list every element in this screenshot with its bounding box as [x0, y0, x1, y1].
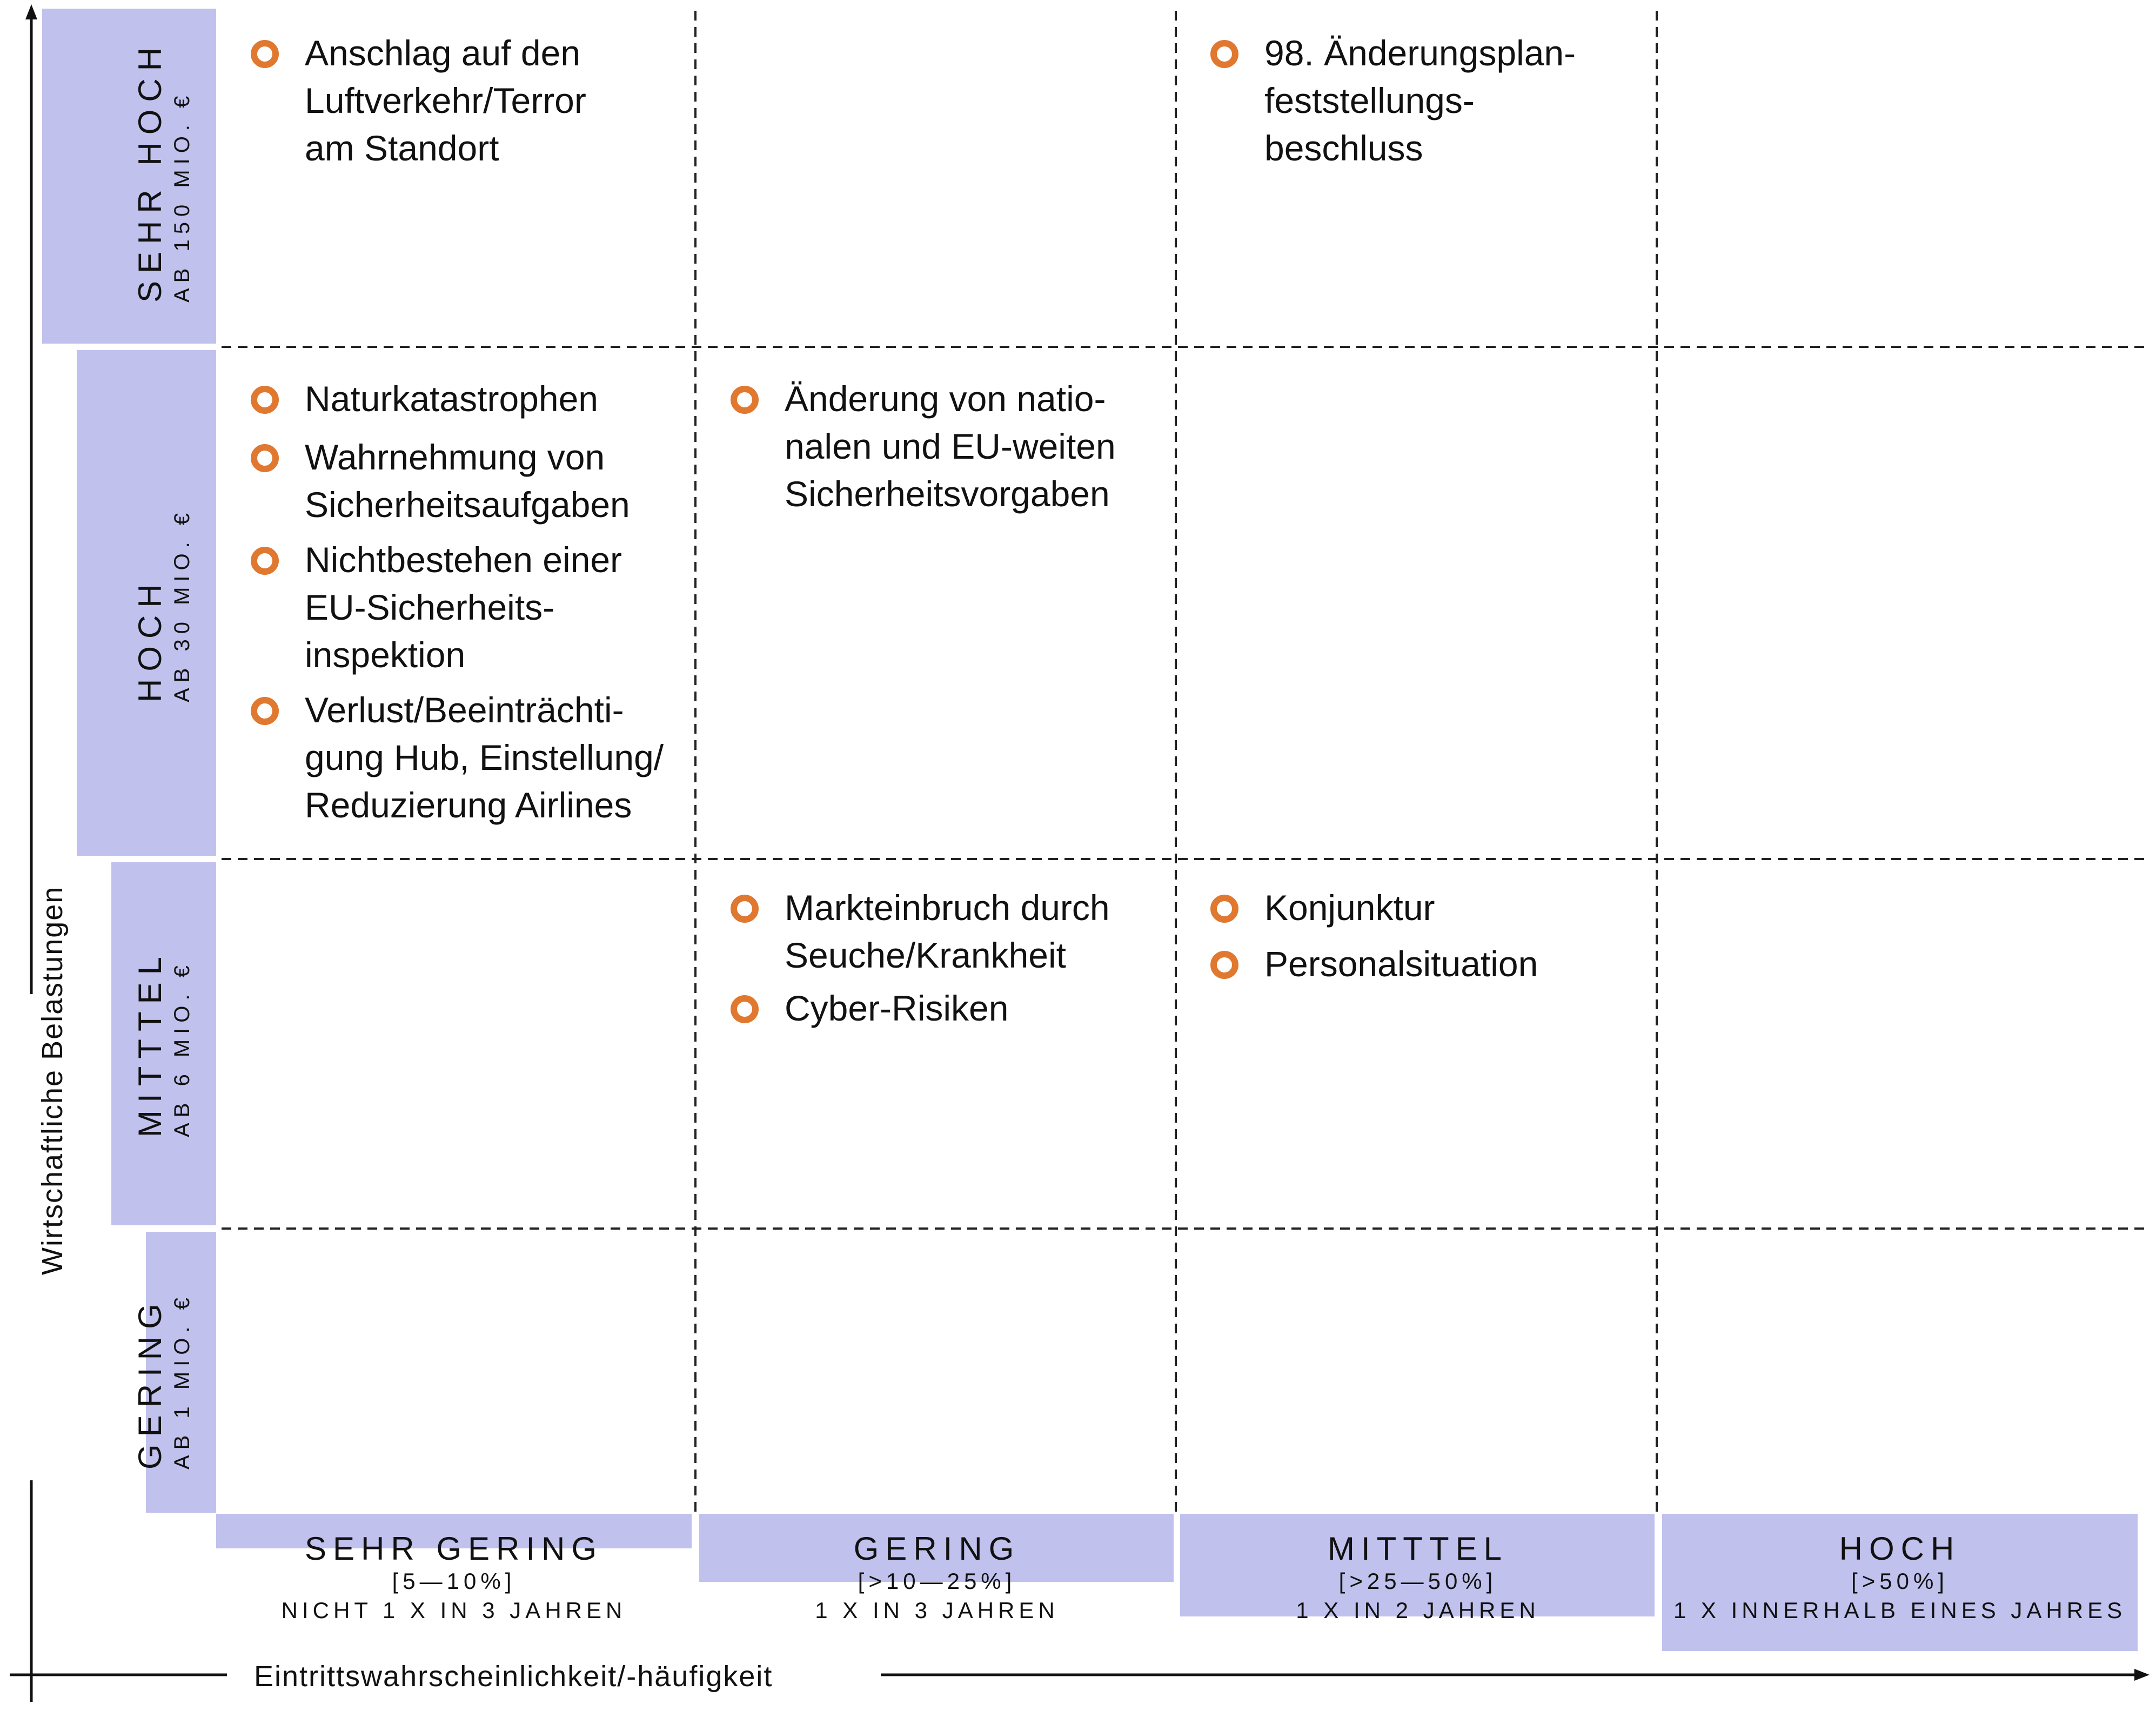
risk-label: Personalsituation — [1264, 944, 1538, 984]
x-level-bar-hoch — [1662, 1514, 2138, 1651]
y-level-name: HOCH — [132, 576, 168, 702]
x-axis-arrow-icon — [2134, 1669, 2150, 1681]
y-level-bar-gering — [146, 1232, 216, 1513]
y-level-name: GERING — [132, 1296, 168, 1470]
y-level-bar-sehr-hoch — [42, 9, 216, 344]
y-level-label-gering: GERING AB 1 MIO. € — [132, 1292, 196, 1470]
y-level-threshold: AB 1 MIO. € — [170, 1292, 194, 1470]
x-level-bar-gering — [699, 1514, 1174, 1582]
y-level-threshold: AB 30 MIO. € — [170, 507, 194, 702]
risk-bullet-icon — [251, 444, 279, 472]
risk-label: Wahrnehmung von Sicherheitsaufgaben — [305, 437, 630, 525]
risk-label: Änderung von natio- nalen und EU-weiten … — [785, 379, 1116, 514]
grid-vertical-lines — [694, 11, 1658, 1513]
risk-bullet-icon — [1210, 951, 1238, 979]
y-level-name: MITTTEL — [132, 949, 168, 1137]
x-level-bar-sehr-gering — [216, 1514, 692, 1548]
x-level-label-hoch: HOCH [>50%] 1 X INNERHALB EINES JAHRES — [1662, 1531, 2138, 1625]
y-level-bar-hoch — [77, 350, 216, 856]
grid-horizontal-lines — [222, 346, 2146, 1230]
risk-label: Verlust/Beeinträchti- gung Hub, Einstell… — [305, 690, 664, 825]
x-level-frequency: 1 X IN 2 JAHREN — [1296, 1598, 1540, 1623]
risk-bullet-icon — [731, 895, 759, 923]
y-level-threshold: AB 150 MIO. € — [170, 90, 194, 303]
x-level-label-mittel: MITTTEL [>25—50%] 1 X IN 2 JAHREN — [1180, 1531, 1656, 1625]
axes — [10, 4, 2150, 1702]
risk-label: 98. Änderungsplan- feststellungs- beschl… — [1264, 33, 1576, 168]
x-level-frequency: 1 X INNERHALB EINES JAHRES — [1673, 1598, 2127, 1623]
x-level-name: MITTTEL — [1328, 1531, 1508, 1567]
x-level-label-sehr-gering: SEHR GERING [5—10%] NICHT 1 X IN 3 JAHRE… — [216, 1531, 692, 1625]
y-axis-arrow-icon — [25, 4, 37, 19]
risk-bullet-icon — [731, 995, 759, 1023]
risk-label: Nichtbestehen einer EU-Sicherheits- insp… — [305, 540, 622, 675]
risk-bullet-icon — [251, 40, 279, 68]
risk-bullet-icon — [251, 547, 279, 575]
risk-bullet-icon — [1210, 40, 1238, 68]
y-level-bar-mittel — [111, 862, 216, 1225]
x-level-frequency: NICHT 1 X IN 3 JAHREN — [281, 1598, 627, 1623]
risk-bullet-icon — [731, 386, 759, 414]
x-level-range: [>25—50%] — [1338, 1568, 1497, 1594]
y-axis-title: Wirtschaftliche Belastungen — [36, 885, 69, 1275]
risk-bullet-icon — [251, 697, 279, 725]
risk-bullet-icon — [251, 386, 279, 414]
x-axis-title: Eintrittswahrscheinlichkeit/-häufigkeit — [254, 1660, 773, 1693]
x-level-range: [5—10%] — [392, 1568, 516, 1594]
x-level-name: GERING — [853, 1531, 1021, 1567]
x-level-frequency: 1 X IN 3 JAHREN — [815, 1598, 1059, 1623]
x-level-range: [>50%] — [1851, 1568, 1949, 1594]
risk-label: Markteinbruch durch Seuche/Krankheit — [785, 888, 1110, 975]
risk-label: Konjunktur — [1264, 888, 1435, 928]
y-level-label-sehr-hoch: SEHR HOCH AB 150 MIO. € — [132, 40, 196, 303]
x-level-name: HOCH — [1839, 1531, 1961, 1567]
risk-label: Cyber-Risiken — [785, 988, 1009, 1028]
x-level-label-gering: GERING [>10—25%] 1 X IN 3 JAHREN — [699, 1531, 1175, 1625]
x-level-range: [>10—25%] — [858, 1568, 1016, 1594]
risk-label: Anschlag auf den Luftverkehr/Terror am S… — [305, 33, 586, 168]
y-level-name: SEHR HOCH — [132, 39, 168, 303]
y-level-threshold: AB 6 MIO. € — [170, 960, 194, 1137]
y-level-label-mittel: MITTTEL AB 6 MIO. € — [132, 949, 196, 1137]
risk-bullet-icon — [1210, 895, 1238, 923]
x-level-name: SEHR GERING — [304, 1531, 604, 1567]
x-level-bar-mittel — [1180, 1514, 1655, 1616]
y-level-label-hoch: HOCH AB 30 MIO. € — [132, 508, 196, 702]
risk-label: Naturkatastrophen — [305, 379, 598, 419]
